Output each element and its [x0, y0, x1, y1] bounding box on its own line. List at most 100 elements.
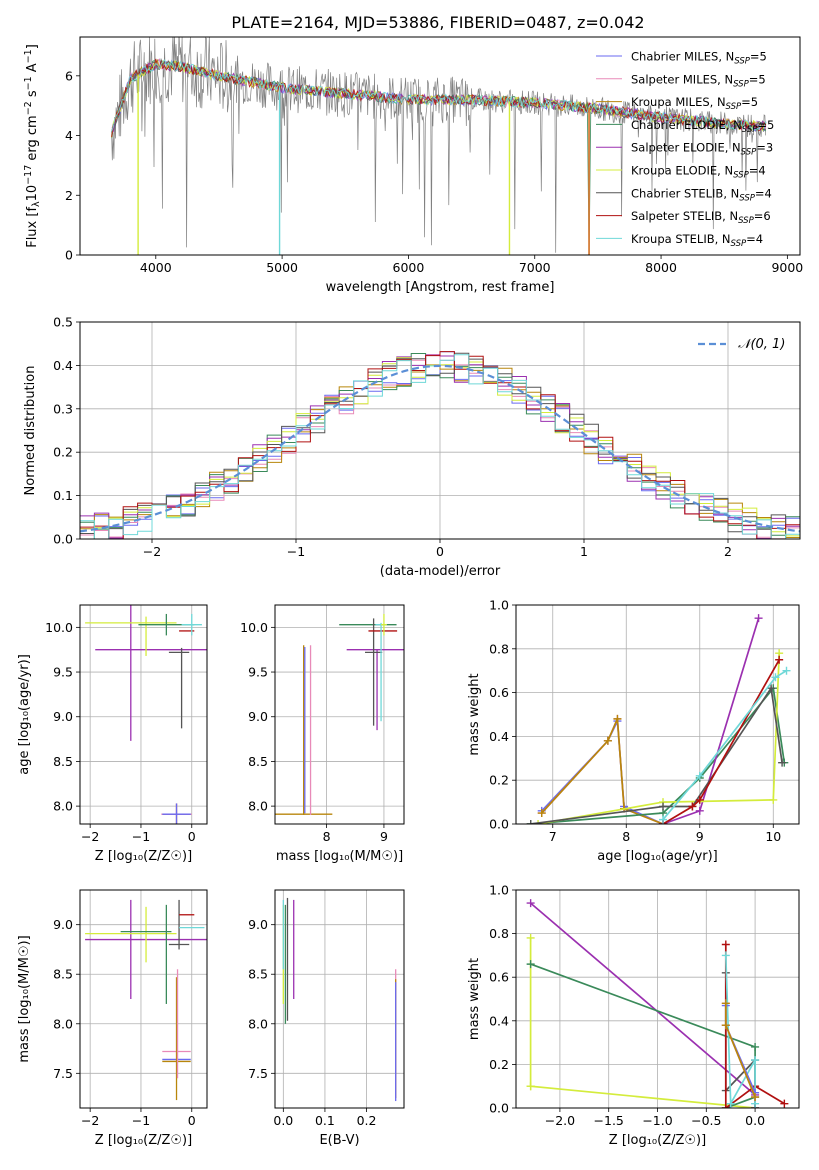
mass-weight-marker — [721, 1021, 730, 1030]
x-axis-label: Z [log₁₀(Z/Z☉)] — [95, 1133, 192, 1148]
legend-entry-value: =5 — [750, 50, 767, 64]
x-axis-label: (data-model)/error — [380, 564, 501, 579]
axes-frame — [79, 889, 208, 1109]
x-tick-label: 8 — [323, 829, 331, 844]
x-tick-label: 9 — [696, 829, 704, 844]
y-axis-label-part: erg cm — [25, 115, 40, 164]
y-axis-label: Flux [fλ10−17 erg cm−2 s−1 A−1] — [23, 44, 42, 248]
x-tick-label: −2.0 — [545, 1113, 575, 1128]
y-tick-label: 0.3 — [53, 401, 73, 416]
y-axis-label-part: 10 — [25, 185, 40, 202]
figure-title: PLATE=2164, MJD=53886, FIBERID=0487, z=0… — [231, 13, 644, 32]
residual-histogram-step — [80, 351, 800, 539]
y-axis-label: mass weight — [467, 958, 482, 1040]
y-tick-label: 0.0 — [489, 1101, 509, 1116]
plot-area — [80, 351, 800, 539]
y-tick-label: 9.0 — [248, 917, 268, 932]
y-axis-label: mass [log₁₀(M/M☉)] — [17, 935, 32, 1062]
legend-entry-sub: SSP — [733, 171, 749, 181]
x-tick-label: −1.5 — [594, 1113, 624, 1128]
model-spectrum-line — [111, 60, 767, 255]
y-tick-label: 0.2 — [489, 773, 509, 788]
plot-area — [282, 897, 397, 1102]
mass-weight-line — [662, 669, 787, 821]
mass-weight-marker — [769, 795, 778, 804]
y-axis-label-part: −17 — [23, 165, 34, 185]
y-tick-label: 0 — [65, 248, 73, 263]
axes-frame — [515, 889, 800, 1109]
x-tick-label: −1.0 — [642, 1113, 672, 1128]
y-tick-label: 8.5 — [53, 754, 73, 769]
y-axis-label-part: ] — [25, 44, 40, 49]
legend-entry: Kroupa STELIB, NSSP=4 — [631, 232, 763, 249]
mass-weight-marker — [526, 899, 535, 908]
y-tick-label: 9.0 — [248, 709, 268, 724]
legend-entry-value: =4 — [746, 232, 763, 246]
y-tick-label: 0.1 — [53, 488, 73, 503]
y-tick-label: 1.0 — [489, 883, 509, 898]
y-tick-label: 1.0 — [489, 598, 509, 613]
legend-entry: Salpeter MILES, NSSP=5 — [631, 72, 766, 89]
x-tick-label: 9 — [380, 829, 388, 844]
mass-weight-marker — [721, 999, 730, 1008]
mass-weight-line — [529, 938, 756, 1108]
mass-weight-line — [537, 653, 781, 824]
x-axis-label: E(B-V) — [319, 1133, 359, 1148]
x-tick-label: 0.1 — [315, 1113, 335, 1128]
axes-frame — [515, 604, 800, 825]
model-spectrum-line — [111, 59, 767, 132]
axes-frame — [79, 36, 801, 256]
y-tick-label: 8.0 — [248, 799, 268, 814]
y-tick-label: 10.0 — [45, 620, 73, 635]
mass-weight-marker — [537, 809, 546, 818]
legend-entry-name: Salpeter ELODIE, N — [631, 141, 741, 155]
y-tick-label: 8.0 — [53, 799, 73, 814]
legend-entry: Chabrier MILES, NSSP=5 — [631, 50, 767, 67]
legend-entry-name: Kroupa STELIB, N — [631, 232, 731, 246]
y-tick-label: 7.5 — [248, 1066, 268, 1081]
x-tick-label: 4000 — [140, 260, 172, 275]
y-axis-label: Normed distribution — [23, 366, 38, 496]
x-tick-label: 0.2 — [357, 1113, 377, 1128]
mass-weight-marker — [726, 1099, 735, 1108]
mass-weight-marker — [526, 820, 535, 824]
x-tick-label: 7 — [549, 829, 557, 844]
y-tick-label: 4 — [65, 128, 73, 143]
y-axis-label-part: −1 — [23, 49, 34, 63]
plot-area — [526, 899, 789, 1108]
mass-weight-marker — [603, 736, 612, 745]
mass-weight-marker — [754, 614, 763, 623]
y-tick-label: 7.5 — [53, 1066, 73, 1081]
plot-area — [111, 37, 767, 255]
x-tick-label: −1 — [132, 1113, 150, 1128]
mass-weight-marker — [771, 673, 780, 682]
x-tick-label: 8 — [622, 829, 630, 844]
mass-weight-marker — [688, 802, 697, 811]
y-axis-label-part: s — [25, 90, 40, 101]
y-tick-label: 8.0 — [248, 1016, 268, 1031]
spectrum-chart: 4000 5000 6000 7000 8000 9000 0 2 4 6 wavelength [… — [23, 36, 803, 295]
x-tick-label: 0.0 — [273, 1113, 293, 1128]
legend-entry-name: Salpeter MILES, N — [631, 72, 733, 86]
y-tick-label: 0.5 — [53, 315, 73, 330]
mass-weight-marker — [751, 1042, 760, 1051]
y-axis-label-part: A — [25, 63, 40, 76]
axes-frame — [274, 604, 405, 825]
normal-reference-curve — [80, 364, 800, 533]
x-tick-label: −2 — [81, 829, 99, 844]
mass-weight-marker — [526, 933, 535, 942]
y-axis-label-part: Flux [f — [25, 207, 40, 248]
legend-entry-sub: SSP — [742, 125, 758, 135]
model-spectrum-line — [111, 58, 767, 138]
mass-weight-marker — [695, 806, 704, 815]
mass-weight-marker — [659, 815, 668, 824]
x-axis-label: wavelength [Angstrom, rest frame] — [326, 280, 555, 295]
legend-entry-sub: SSP — [734, 57, 750, 67]
mass-weight-marker — [778, 758, 787, 767]
mass-vs-extinction-chart: 0.0 0.1 0.2 7.5 8.0 8.5 9.0 E(B-V) — [248, 889, 405, 1148]
x-tick-label: 2 — [724, 544, 732, 559]
legend-entry: Chabrier ELODIE, NSSP=5 — [631, 118, 774, 135]
y-tick-label: 8.5 — [53, 967, 73, 982]
weight-vs-metallicity-chart: −2.0 −1.5 −1.0 −0.5 0.0 0.0 0.2 0.4 0.6 0.8 1.0 Z [… — [467, 883, 800, 1148]
mass-weight-marker — [526, 1082, 535, 1091]
